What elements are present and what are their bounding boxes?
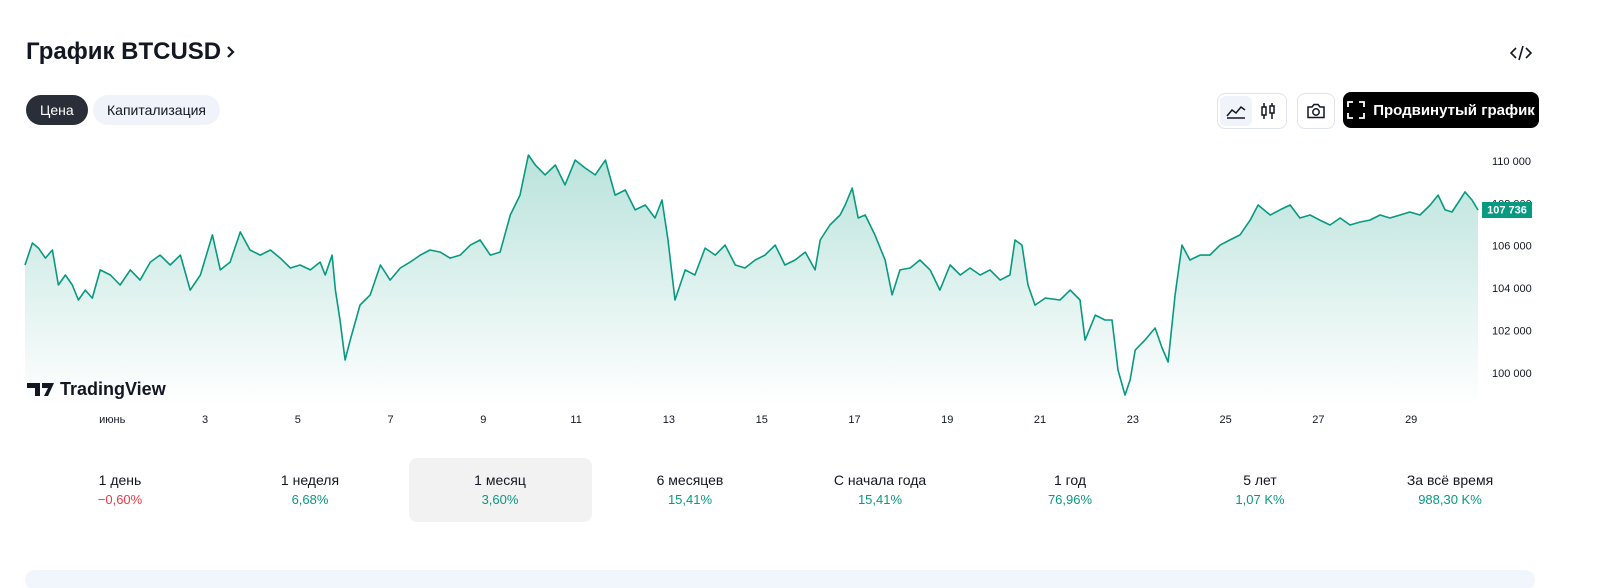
tab-price[interactable]: Цена <box>26 95 88 125</box>
line-style-btn[interactable] <box>1220 96 1252 126</box>
area-icon <box>1226 105 1246 119</box>
snapshot-btn[interactable] <box>1297 93 1335 129</box>
period-label: 6 месяцев <box>656 472 724 488</box>
x-tick-label: 27 <box>1312 414 1324 426</box>
period-label: 1 неделя <box>280 472 340 488</box>
area-fill <box>25 155 1478 405</box>
x-tick-label: 13 <box>663 414 675 426</box>
footer-panel <box>25 570 1535 588</box>
x-tick-label: 29 <box>1405 414 1417 426</box>
period-label: 1 год <box>1053 472 1087 488</box>
chart: TradingView 100 000 102 000 104 000 106 000… <box>24 154 1532 426</box>
x-tick-label: 17 <box>848 414 860 426</box>
period-change: 76,96% <box>1047 492 1093 507</box>
x-tick-label: 9 <box>480 414 486 426</box>
tv-logo <box>27 383 54 396</box>
embed-icon[interactable] <box>1510 44 1532 62</box>
period-change: 988,30 K% <box>1418 492 1482 507</box>
x-tick-label: 15 <box>756 414 768 426</box>
period-change: 15,41% <box>667 492 713 507</box>
y-tick-label: 104 000 <box>1492 283 1532 295</box>
period-label: С начала года <box>833 472 927 488</box>
period-button[interactable]: 5 лет 1,07 K% <box>1169 458 1352 522</box>
x-tick-label: 23 <box>1127 414 1139 426</box>
y-tick-label: 106 000 <box>1492 241 1532 253</box>
tab-cap[interactable]: Капитализация <box>93 95 220 125</box>
period-button[interactable]: 6 месяцев 15,41% <box>599 458 782 522</box>
period-button[interactable]: 1 год 76,96% <box>979 458 1162 522</box>
period-label: 5 лет <box>1243 472 1277 488</box>
fullscreen-icon <box>1347 101 1366 119</box>
y-tick-label: 110 000 <box>1492 156 1531 168</box>
period-change: 3,60% <box>481 492 519 507</box>
advanced-chart-btn[interactable]: Продвинутый график <box>1343 92 1539 128</box>
period-change: 15,41% <box>857 492 903 507</box>
price-line <box>24 154 1479 396</box>
last-price-tag <box>1482 202 1532 219</box>
camera-icon <box>1307 103 1325 119</box>
x-tick-label: 5 <box>295 414 301 426</box>
period-label: 1 месяц <box>474 472 526 488</box>
candle-icon <box>1261 103 1275 119</box>
y-tick-label: 100 000 <box>1492 368 1532 380</box>
x-tick-label: 19 <box>941 414 953 426</box>
x-tick-label: июнь <box>99 414 125 426</box>
period-button[interactable]: 1 неделя 6,68% <box>219 458 402 522</box>
title[interactable]: График BTCUSD <box>26 38 237 66</box>
period-button[interactable]: С начала года 15,41% <box>789 458 972 522</box>
x-tick-label: 7 <box>388 414 394 426</box>
period-change: −0,60% <box>97 492 143 507</box>
x-tick-label: 11 <box>570 414 581 426</box>
watermark: TradingView <box>27 379 167 399</box>
period-button[interactable]: 1 день −0,60% <box>29 458 212 522</box>
y-tick-label: 102 000 <box>1492 326 1532 338</box>
period-label: За всё время <box>1406 472 1494 488</box>
last-price-label: 107 736 <box>1487 204 1527 216</box>
period-change: 1,07 K% <box>1235 492 1285 507</box>
period-change: 6,68% <box>291 492 329 507</box>
x-tick-label: 3 <box>202 414 208 426</box>
advanced-chart-text[interactable]: Продвинутый график <box>1373 101 1535 119</box>
chart-style-group <box>1217 93 1287 129</box>
x-tick-label: 25 <box>1220 414 1232 426</box>
watermark-text: TradingView <box>60 379 167 399</box>
period-label: 1 день <box>98 472 142 488</box>
chevron <box>227 46 235 58</box>
title-text[interactable]: График BTCUSD <box>26 38 222 65</box>
candle-style-btn[interactable] <box>1252 96 1284 126</box>
period-button[interactable]: За всё время 988,30 K% <box>1359 458 1542 522</box>
period-button[interactable]: 1 месяц 3,60% <box>408 458 592 522</box>
x-tick-label: 21 <box>1034 414 1046 426</box>
